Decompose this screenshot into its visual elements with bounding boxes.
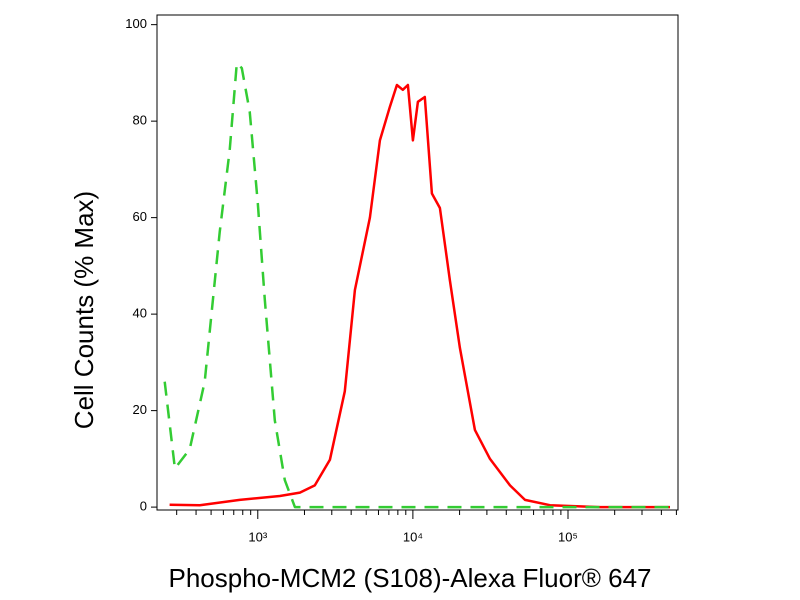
y-axis-title: Cell Counts (% Max) — [69, 191, 99, 429]
y-tick-label: 40 — [133, 306, 147, 321]
y-tick-label: 20 — [133, 402, 147, 417]
y-tick-label: 0 — [140, 499, 147, 514]
histogram-line — [163, 61, 670, 509]
histogram-line — [169, 83, 670, 509]
x-tick-label: 10⁴ — [403, 529, 423, 544]
x-tick-label: 10⁵ — [558, 529, 578, 544]
plot-frame — [156, 14, 679, 511]
x-axis-title: Phospho-MCM2 (S108)-Alexa Fluor® 647 — [168, 563, 651, 593]
y-tick-label: 100 — [125, 16, 147, 31]
y-tick-label: 60 — [133, 209, 147, 224]
y-tick-label: 80 — [133, 113, 147, 128]
x-tick-label: 10³ — [248, 529, 267, 544]
